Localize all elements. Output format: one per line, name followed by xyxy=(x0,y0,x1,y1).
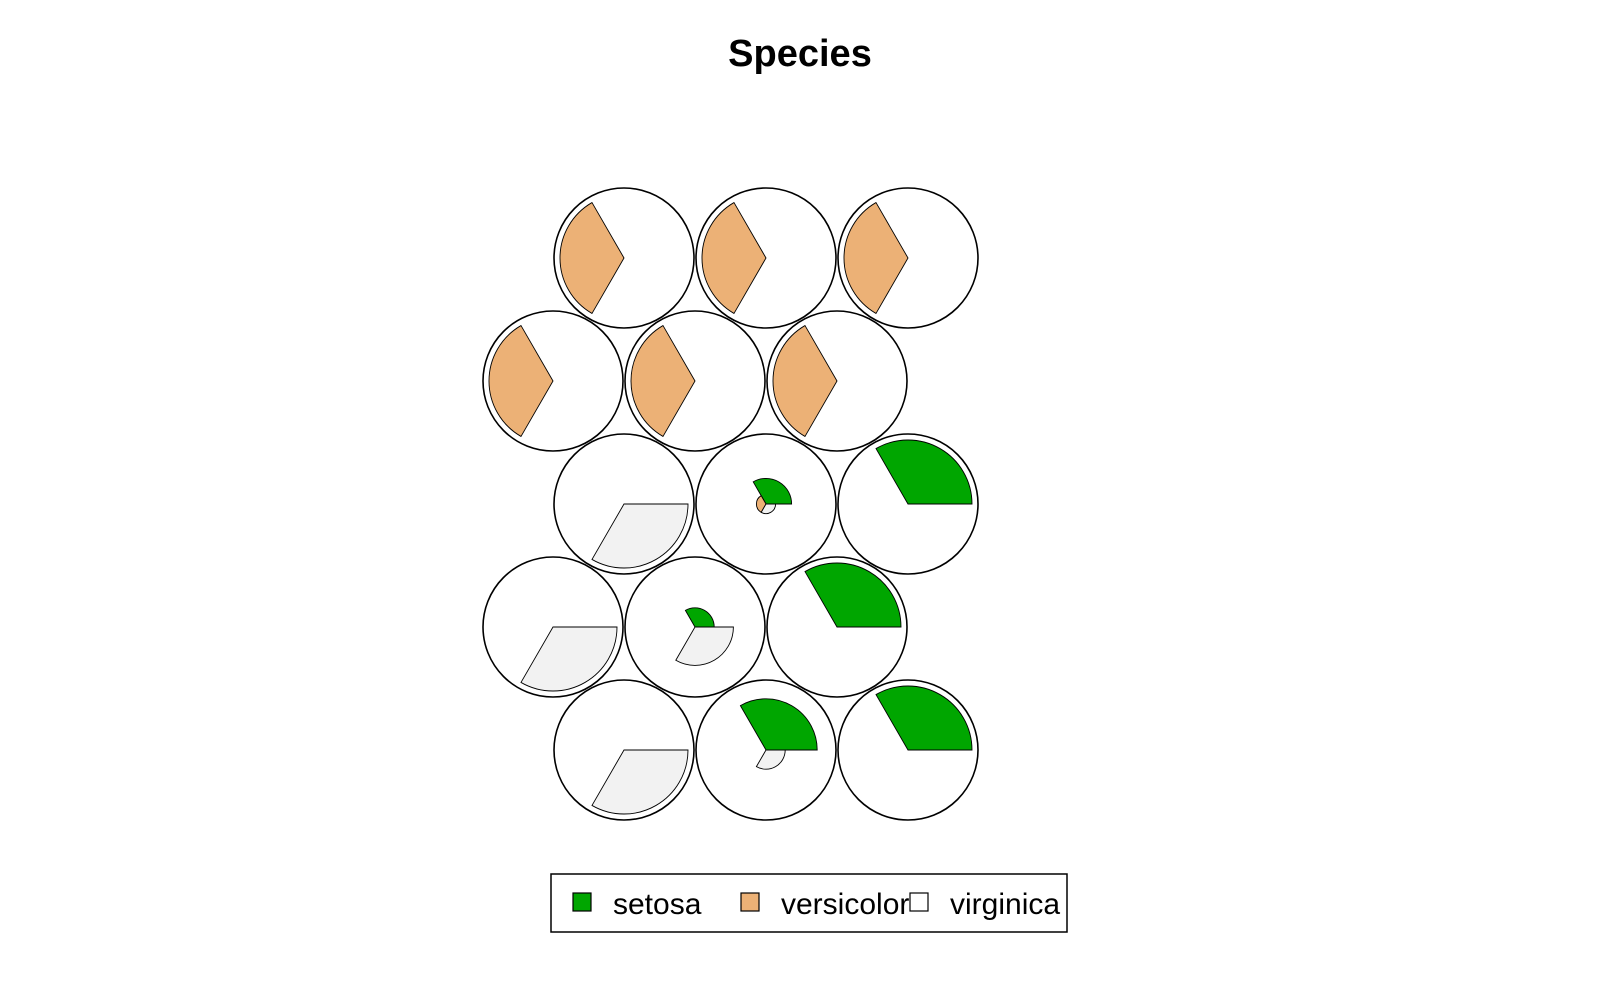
som-units xyxy=(482,187,979,821)
som-unit xyxy=(553,679,695,821)
fan-segment-virginica xyxy=(760,503,777,515)
som-unit xyxy=(766,310,908,452)
legend-box xyxy=(550,873,1068,933)
fan-segment-virginica xyxy=(591,749,689,815)
fan-segment-virginica xyxy=(675,626,734,666)
legend-label-versicolor: versicolor xyxy=(781,888,909,921)
legend-items: setosa versicolor virginica xyxy=(572,888,1060,921)
fan-segment-setosa xyxy=(875,439,973,505)
som-unit xyxy=(482,556,624,698)
fan-segment-versicolor xyxy=(701,201,767,315)
fan-segment-virginica xyxy=(520,626,618,692)
fan-segment-versicolor xyxy=(843,201,909,315)
fan-segment-setosa xyxy=(804,562,902,628)
som-unit xyxy=(837,187,979,329)
fan-segment-versicolor xyxy=(630,324,696,438)
legend-label-setosa: setosa xyxy=(613,888,702,921)
legend-label-virginica: virginica xyxy=(950,888,1060,921)
som-unit xyxy=(624,310,766,452)
fan-segment-virginica xyxy=(591,503,689,569)
som-unit xyxy=(553,187,695,329)
som-unit xyxy=(482,310,624,452)
fan-segment-setosa xyxy=(875,685,973,751)
som-unit xyxy=(837,679,979,821)
legend-swatch-setosa xyxy=(572,892,592,912)
fan-segment-versicolor xyxy=(488,324,554,438)
fan-segment-versicolor xyxy=(559,201,625,315)
fan-segment-versicolor xyxy=(772,324,838,438)
legend: setosa versicolor virginica xyxy=(550,873,1068,933)
legend-swatch-virginica xyxy=(909,892,929,912)
chart-title: Species xyxy=(728,33,872,75)
som-unit xyxy=(695,187,837,329)
som-unit xyxy=(624,556,766,698)
legend-swatch-versicolor xyxy=(740,892,760,912)
fan-segment-setosa xyxy=(739,698,818,751)
som-unit xyxy=(695,679,837,821)
fan-segment-setosa xyxy=(684,607,715,628)
som-unit xyxy=(766,556,908,698)
fan-segment-virginica xyxy=(755,749,786,770)
som-unit xyxy=(695,433,837,575)
som-unit xyxy=(837,433,979,575)
som-unit xyxy=(553,433,695,575)
